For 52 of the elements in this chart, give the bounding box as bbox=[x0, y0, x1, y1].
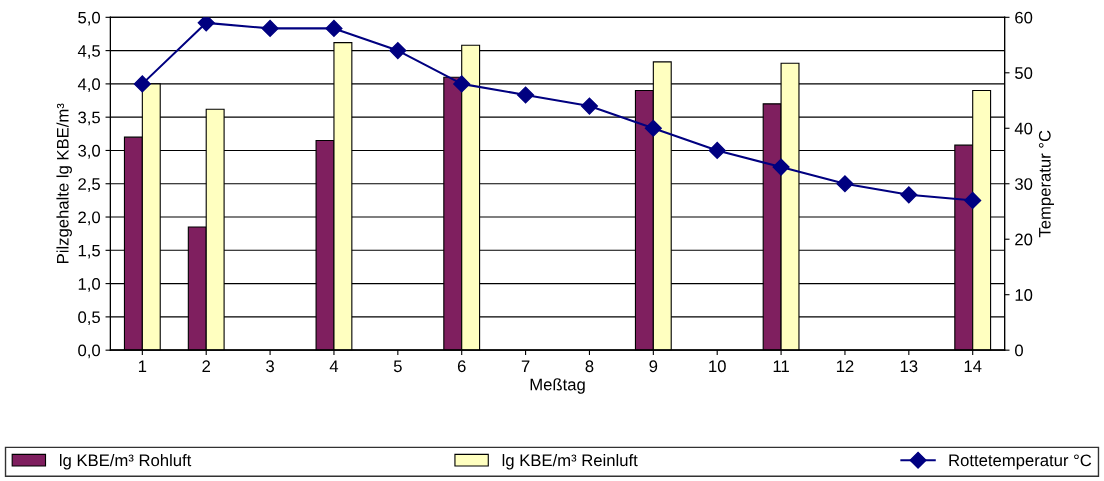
point bbox=[453, 75, 471, 93]
x-tick-label: 10 bbox=[709, 360, 726, 373]
point bbox=[836, 175, 854, 193]
x-tick-label: 5 bbox=[393, 360, 402, 373]
x-tick-label: 4 bbox=[329, 360, 339, 372]
point bbox=[389, 42, 407, 60]
y-tick-label: 3,5 bbox=[78, 111, 100, 126]
y-tick-label: 1,5 bbox=[78, 244, 100, 259]
x-tick-label: 2 bbox=[202, 360, 211, 372]
point bbox=[517, 86, 535, 104]
x-tick-label: 7 bbox=[521, 360, 530, 372]
point bbox=[772, 158, 790, 176]
point bbox=[580, 97, 599, 115]
y2-tick-label: 30 bbox=[1015, 178, 1033, 190]
y-tick-label: 2,5 bbox=[78, 178, 100, 192]
x-tick-label: 6 bbox=[457, 360, 466, 373]
y-tick-label: 4,0 bbox=[77, 78, 101, 93]
y-tick-label: 4,5 bbox=[77, 45, 100, 59]
legend-label: lg KBE/m³ Rohluft bbox=[59, 453, 192, 470]
y2-tick-label: 0 bbox=[1015, 344, 1023, 357]
point bbox=[900, 186, 918, 204]
y2-tick-label: 10 bbox=[1015, 289, 1033, 301]
y2-tick-label: 60 bbox=[1015, 11, 1033, 24]
point bbox=[197, 17, 215, 32]
y-axis-title: Pilzgehalte lg KBE/m³ bbox=[56, 103, 72, 263]
x-tick-label: 1 bbox=[138, 360, 147, 372]
point bbox=[964, 191, 982, 209]
point bbox=[133, 75, 151, 93]
x-tick-label: 9 bbox=[649, 360, 658, 373]
y-tick-label: 0,0 bbox=[78, 344, 101, 359]
point bbox=[261, 19, 279, 37]
x-tick-label: 11 bbox=[773, 360, 789, 372]
x-tick-label: 12 bbox=[836, 360, 854, 372]
x-tick-label: 3 bbox=[266, 360, 274, 373]
y2-tick-label: 50 bbox=[1015, 67, 1033, 79]
y-tick-label: 1,0 bbox=[78, 278, 101, 292]
y2-tick-label: 40 bbox=[1014, 122, 1033, 135]
y-tick-label: 5,0 bbox=[78, 11, 101, 26]
point bbox=[708, 141, 726, 160]
y2-axis-title: Temperatur °C bbox=[1038, 130, 1054, 238]
x-tick-label: 14 bbox=[964, 360, 982, 372]
x-tick-label: 8 bbox=[585, 360, 594, 373]
y-tick-label: 2,0 bbox=[78, 211, 101, 226]
legend-label: lg KBE/m³ Reinluft bbox=[502, 453, 638, 470]
y-tick-label: 3,0 bbox=[78, 144, 101, 159]
point bbox=[644, 119, 662, 137]
x-axis-title: Meßtag bbox=[530, 378, 585, 394]
point bbox=[325, 19, 343, 37]
x-tick-label: 13 bbox=[900, 360, 918, 373]
legend-label: Rottetemperatur °C bbox=[949, 454, 1092, 470]
y2-tick-label: 20 bbox=[1015, 233, 1033, 246]
y-tick-label: 0,5 bbox=[78, 311, 100, 326]
